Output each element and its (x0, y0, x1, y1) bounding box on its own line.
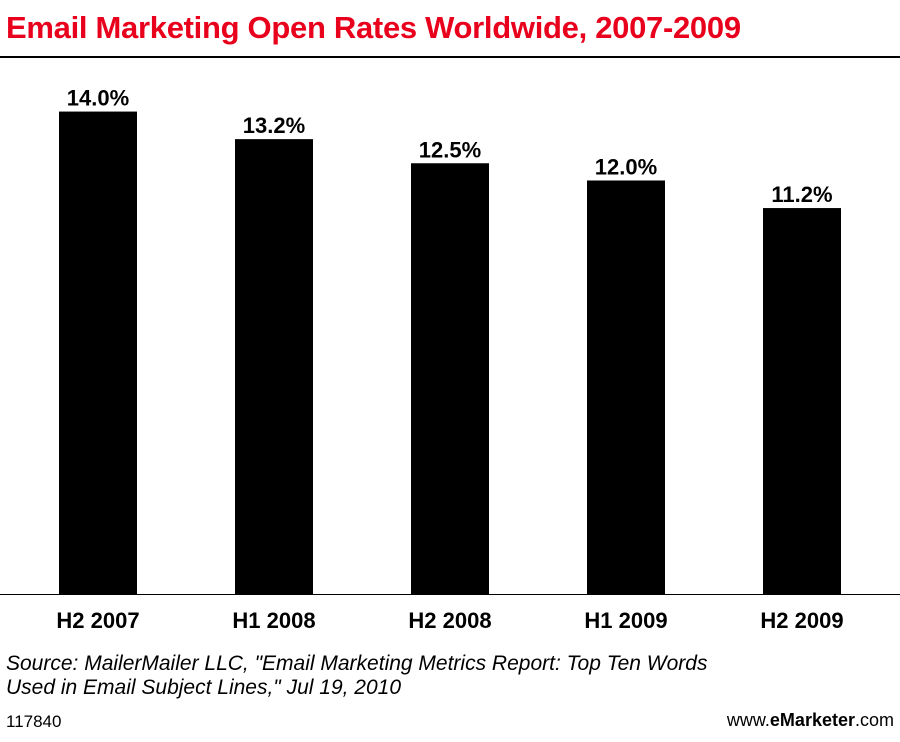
brand-suffix: .com (854, 710, 894, 730)
bar (763, 208, 841, 594)
bar-value-label: 13.2% (243, 113, 305, 138)
source-note: Source: MailerMailer LLC, "Email Marketi… (6, 652, 708, 699)
bar-value-label: 11.2% (771, 182, 832, 207)
bar (411, 163, 489, 594)
bar-value-label: 12.5% (419, 137, 481, 162)
x-tick-label: H2 2009 (760, 608, 843, 633)
title-divider (0, 56, 900, 58)
bar (235, 139, 313, 594)
bar-value-label: 12.0% (595, 154, 657, 179)
x-tick-label: H1 2008 (232, 608, 315, 633)
bar-chart: 14.0% H2 2007 13.2% H1 2008 12.5% H2 2008 12.0… (0, 86, 900, 633)
brand-prefix: www. (726, 710, 770, 730)
x-tick-label: H1 2009 (584, 608, 667, 633)
chart-title: Email Marketing Open Rates Worldwide, 20… (6, 10, 741, 45)
brand-name: eMarketer (769, 710, 855, 730)
bar (587, 180, 665, 594)
bar-value-label: 14.0% (67, 86, 129, 111)
x-tick-label: H2 2007 (56, 608, 139, 633)
brand-url: www.eMarketer.com (727, 710, 894, 731)
chart-id: 117840 (6, 712, 62, 731)
x-tick-label: H2 2008 (408, 608, 491, 633)
bar (59, 111, 137, 594)
